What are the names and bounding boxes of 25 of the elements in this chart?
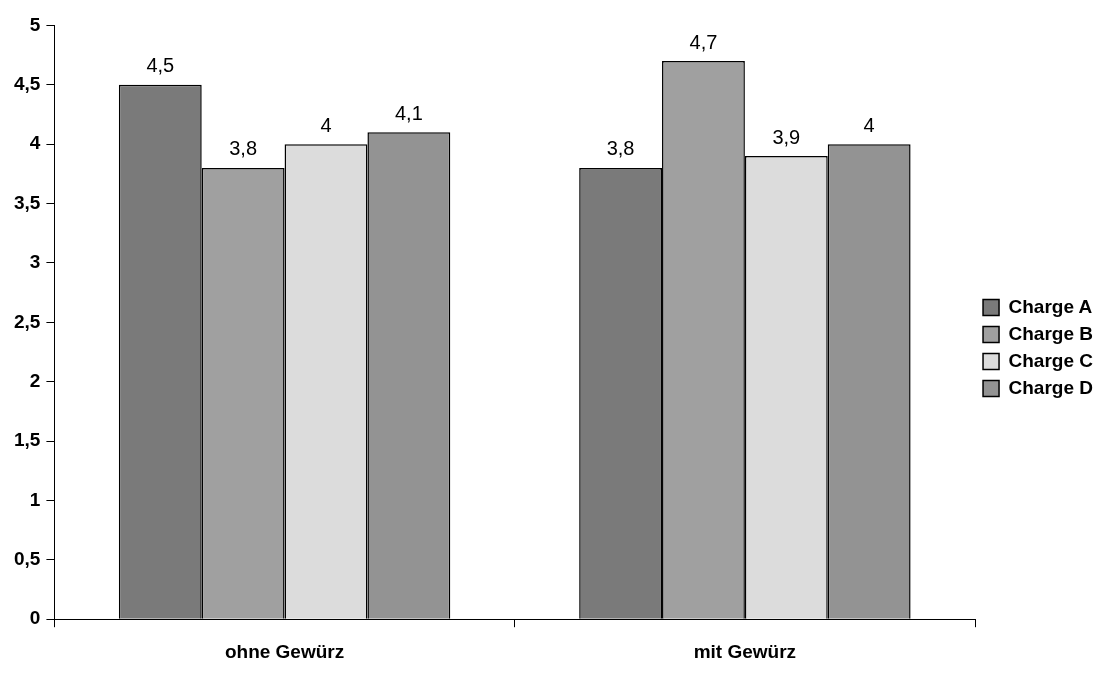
legend-label: Charge D	[1008, 376, 1094, 398]
y-tick-label: 0,5	[13, 548, 41, 570]
y-tick-label: 5	[29, 13, 41, 35]
data-label: 4	[320, 113, 332, 136]
y-tick-label: 4,5	[13, 73, 41, 95]
x-tick-label: ohne Gewürz	[224, 640, 345, 662]
x-tick-label: mit Gewürz	[693, 640, 797, 662]
y-tick-label: 2,5	[13, 310, 41, 332]
legend-label: Charge B	[1008, 322, 1094, 344]
data-label: 4,1	[394, 101, 423, 124]
y-tick-label: 4	[29, 132, 41, 154]
data-label: 4,7	[689, 30, 718, 53]
y-tick-label: 3,5	[13, 191, 41, 213]
data-label: 3,9	[772, 125, 801, 148]
y-tick-label: 2	[29, 369, 41, 391]
y-tick-label: 1	[29, 488, 41, 510]
y-tick-label: 3	[29, 251, 41, 273]
data-label: 4,5	[146, 54, 175, 77]
data-label: 3,8	[606, 137, 635, 160]
data-label: 3,8	[229, 137, 258, 160]
data-label: 4	[863, 113, 875, 136]
legend-label: Charge C	[1008, 349, 1094, 371]
legend-label: Charge A	[1008, 295, 1093, 317]
y-tick-label: 0	[29, 607, 41, 629]
y-tick-label: 1,5	[13, 429, 41, 451]
